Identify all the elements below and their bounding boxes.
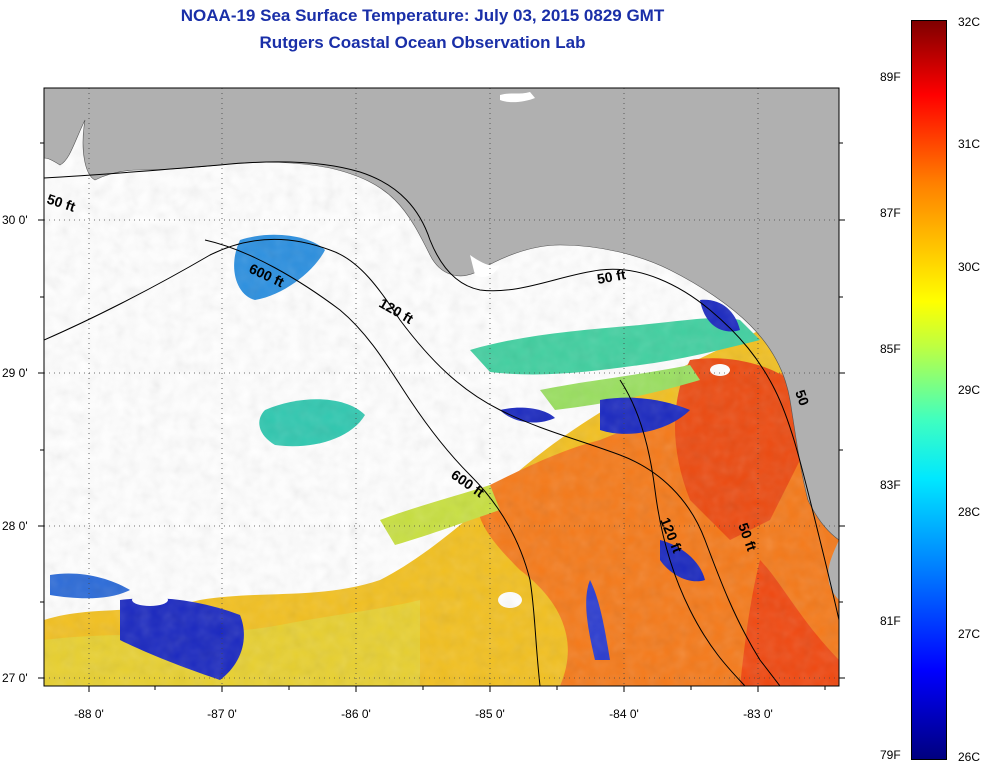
- contour-label: 50 ft: [596, 266, 627, 287]
- map-title: NOAA-19 Sea Surface Temperature: July 03…: [180, 6, 665, 25]
- colorbar-f-label: 89F: [880, 70, 901, 84]
- longitude-labels: -88 0' -87 0' -86 0' -85 0' -84 0' -83 0…: [74, 707, 773, 721]
- lat-tick-label: 29 0': [2, 366, 28, 380]
- colorbar-c-label: 31C: [958, 137, 981, 151]
- lon-tick-label: -88 0': [74, 707, 104, 721]
- lat-tick-label: 28 0': [2, 519, 28, 533]
- colorbar-f-label: 81F: [880, 614, 901, 628]
- lon-tick-label: -84 0': [609, 707, 639, 721]
- colorbar-c-label: 27C: [958, 627, 981, 641]
- colorbar-f-label: 85F: [880, 342, 901, 356]
- map-area: 50 ft 600 ft 120 ft 50 ft 600 ft 120 ft …: [44, 88, 839, 686]
- lon-tick-label: -85 0': [475, 707, 505, 721]
- lon-tick-label: -86 0': [341, 707, 371, 721]
- axis-ticks: [38, 142, 845, 692]
- color-scale-bar: [911, 20, 947, 760]
- latitude-labels: 27 0' 28 0' 29 0' 30 0': [2, 213, 28, 685]
- colorbar-c-label: 30C: [958, 260, 981, 274]
- colorbar-c-label: 32C: [958, 15, 981, 29]
- contour-label: 50: [792, 388, 812, 408]
- colorbar-f-label: 87F: [880, 206, 901, 220]
- lon-tick-label: -87 0': [207, 707, 237, 721]
- lon-tick-label: -83 0': [743, 707, 773, 721]
- lat-tick-label: 30 0': [2, 213, 28, 227]
- map-frame: [43, 87, 840, 687]
- colorbar-f-label: 83F: [880, 478, 901, 492]
- colorbar-f-label: 79F: [880, 748, 901, 762]
- bathymetry-contours: [44, 161, 839, 686]
- colorbar-c-label: 26C: [958, 750, 981, 764]
- lat-tick-label: 27 0': [2, 671, 28, 685]
- colorbar-c-label: 29C: [958, 383, 981, 397]
- map-subtitle: Rutgers Coastal Ocean Observation Lab: [259, 33, 586, 52]
- colorbar-c-label: 28C: [958, 505, 981, 519]
